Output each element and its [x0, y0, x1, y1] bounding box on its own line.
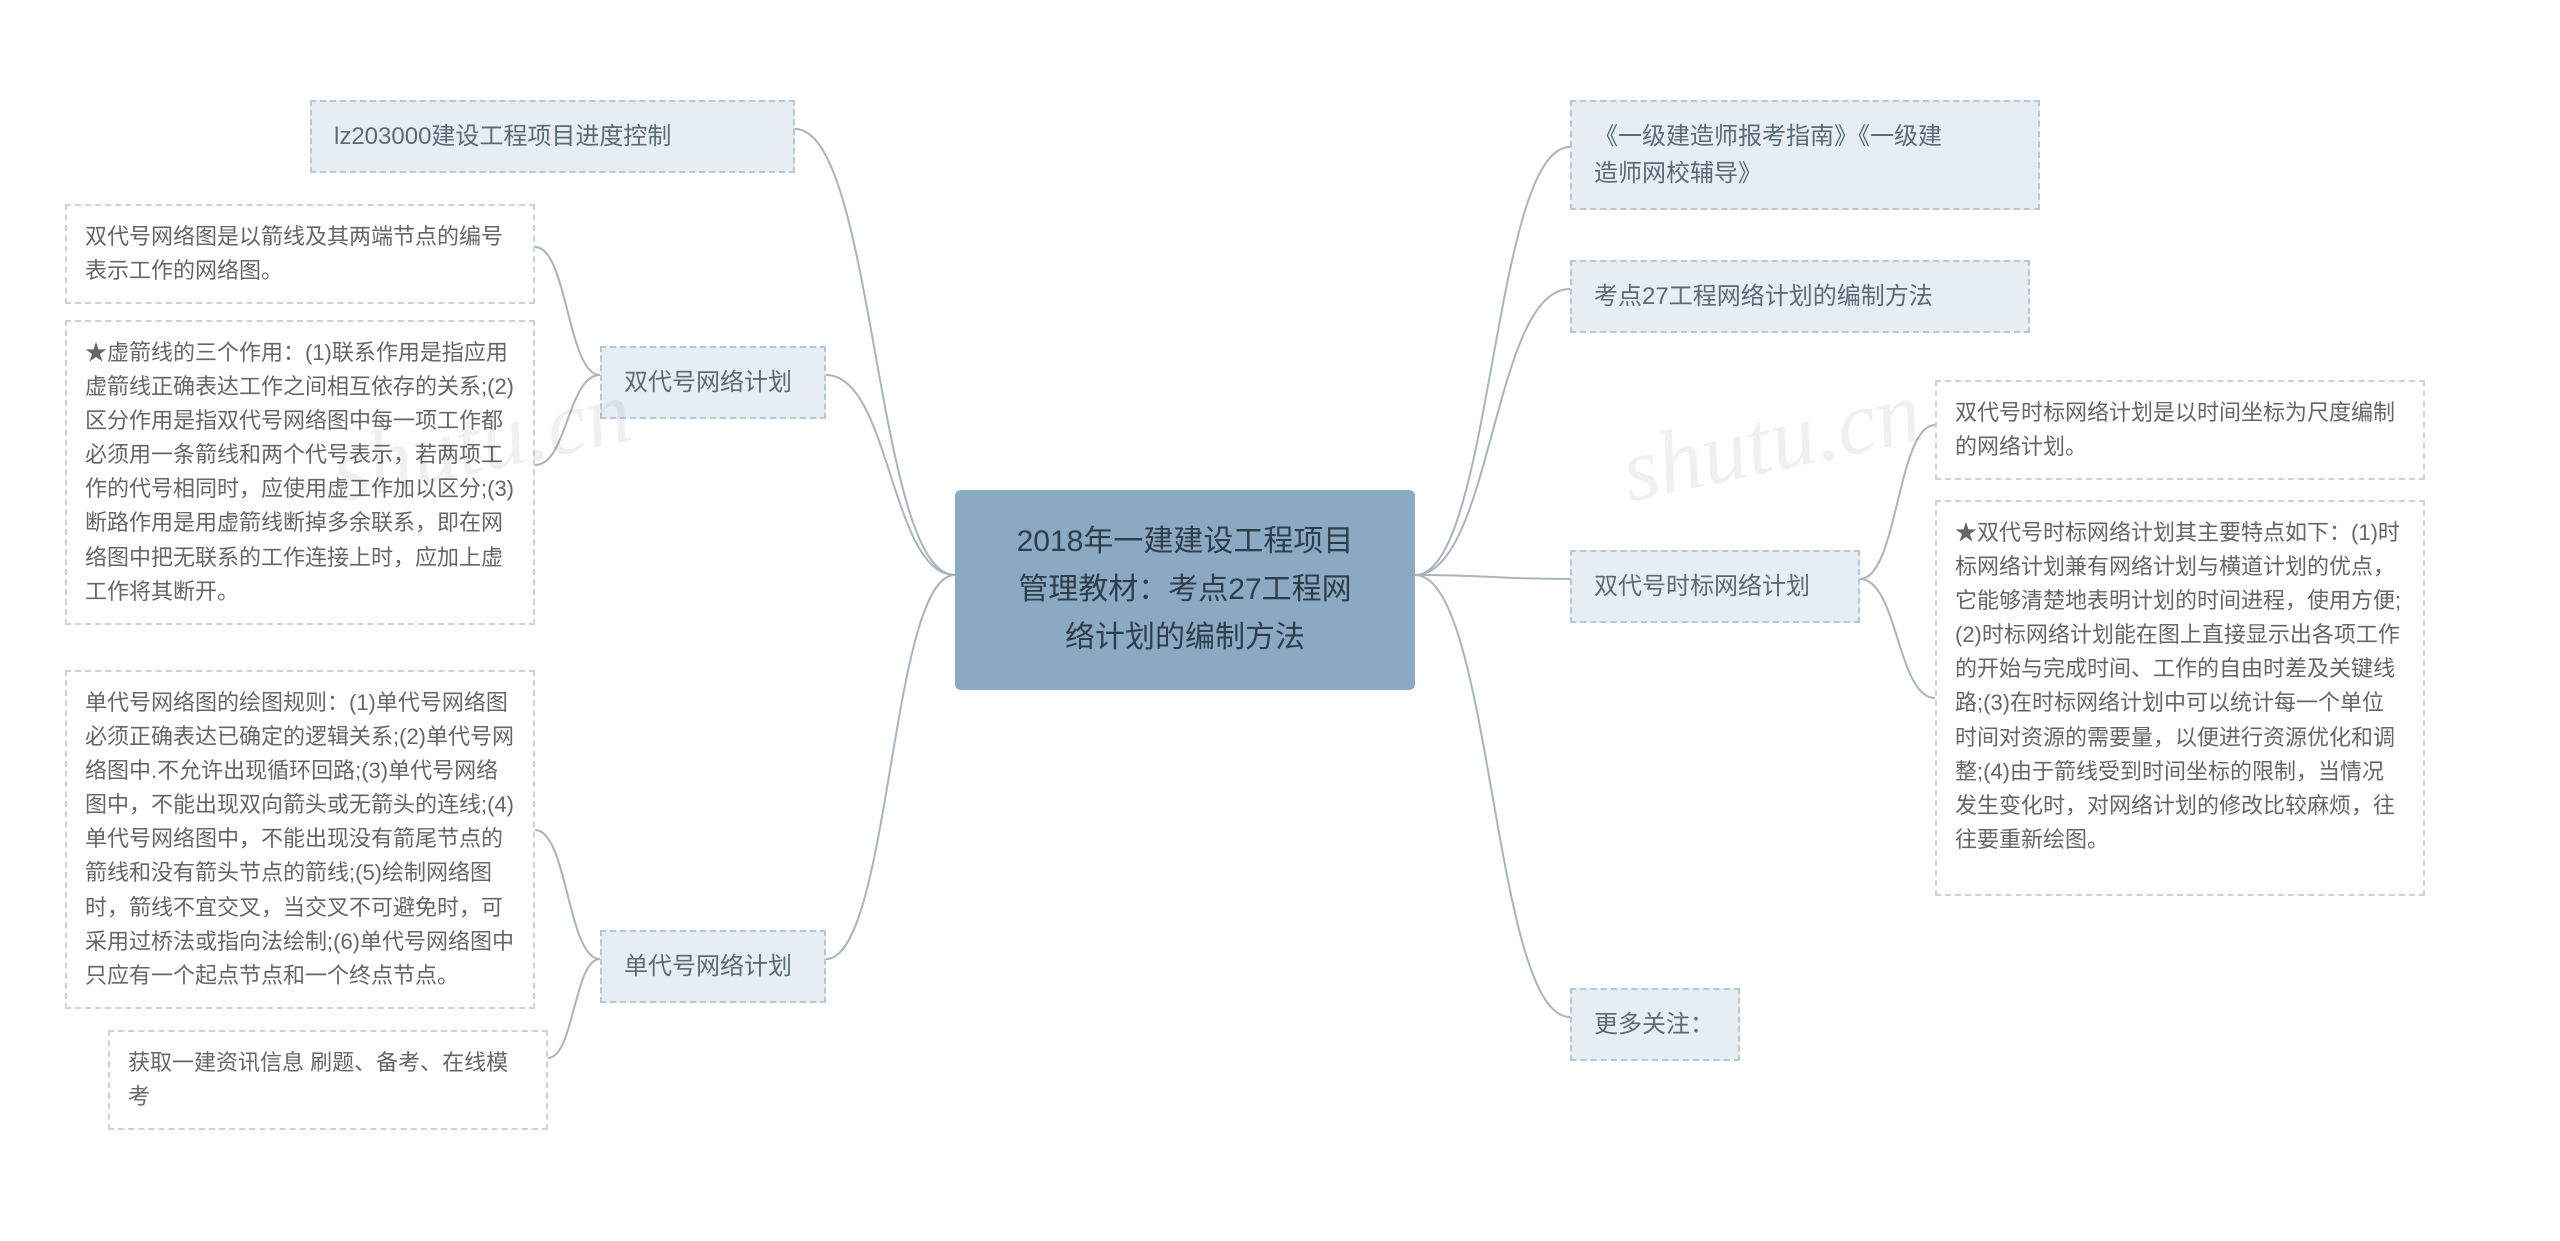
branch-node-rb4: 更多关注： — [1570, 988, 1740, 1061]
leaf-node-lb3-0: 单代号网络图的绘图规则：(1)单代号网络图必须正确表达已确定的逻辑关系;(2)单… — [65, 670, 535, 1009]
branch-node-lb2: 双代号网络计划 — [600, 346, 826, 419]
leaf-node-rb3-1: ★双代号时标网络计划其主要特点如下：(1)时标网络计划兼有网络计划与横道计划的优… — [1935, 500, 2425, 896]
branch-node-rb3: 双代号时标网络计划 — [1570, 550, 1860, 623]
branch-node-rb1: 《一级建造师报考指南》《一级建 造师网校辅导》 — [1570, 100, 2040, 210]
branch-node-lb3: 单代号网络计划 — [600, 930, 826, 1003]
branch-node-rb2: 考点27工程网络计划的编制方法 — [1570, 260, 2030, 333]
leaf-node-lb2-1: ★虚箭线的三个作用：(1)联系作用是指应用虚箭线正确表达工作之间相互依存的关系;… — [65, 320, 535, 625]
leaf-node-lb3-1: 获取一建资讯信息 刷题、备考、在线模考 — [108, 1030, 548, 1130]
branch-node-lb1: lz203000建设工程项目进度控制 — [310, 100, 795, 173]
watermark-1: shutu.cn — [1613, 360, 1930, 524]
leaf-node-lb2-0: 双代号网络图是以箭线及其两端节点的编号表示工作的网络图。 — [65, 204, 535, 304]
leaf-node-rb3-0: 双代号时标网络计划是以时间坐标为尺度编制的网络计划。 — [1935, 380, 2425, 480]
center-node: 2018年一建建设工程项目 管理教材：考点27工程网 络计划的编制方法 — [955, 490, 1415, 690]
